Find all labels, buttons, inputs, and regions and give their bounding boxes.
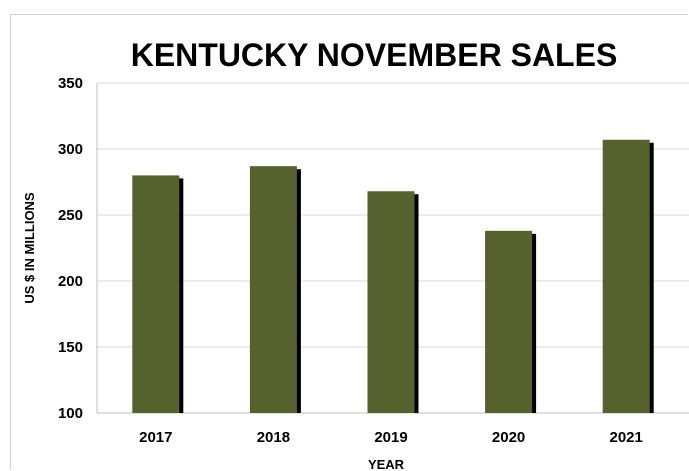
y-tick-label: 250 xyxy=(58,207,83,224)
y-axis-title: US $ IN MILLIONS xyxy=(22,192,37,304)
bar-2021 xyxy=(602,139,650,413)
x-tick-label: 2018 xyxy=(257,429,290,446)
x-axis-title: YEAR xyxy=(368,457,405,471)
x-tick-label: 2020 xyxy=(492,429,525,446)
bar-2019 xyxy=(367,191,415,413)
chart-frame xyxy=(10,14,688,470)
bars xyxy=(132,139,654,413)
x-tick-label: 2019 xyxy=(374,429,407,446)
x-tick-label: 2017 xyxy=(139,429,172,446)
y-tick-label: 300 xyxy=(58,141,83,158)
y-tick-labels: 100 150 200 250 300 350 xyxy=(58,75,83,422)
x-tick-label: 2021 xyxy=(610,429,643,446)
bar-2020 xyxy=(485,230,533,413)
y-tick-label: 200 xyxy=(58,273,83,290)
y-tick-label: 350 xyxy=(58,75,83,92)
y-tick-label: 150 xyxy=(58,339,83,356)
x-tick-labels: 2017 2018 2019 2020 2021 xyxy=(139,429,643,446)
chart-title: KENTUCKY NOVEMBER SALES xyxy=(131,37,618,73)
y-tick-label: 100 xyxy=(58,405,83,422)
bar-2018 xyxy=(249,166,297,413)
bar-2017 xyxy=(132,175,180,413)
